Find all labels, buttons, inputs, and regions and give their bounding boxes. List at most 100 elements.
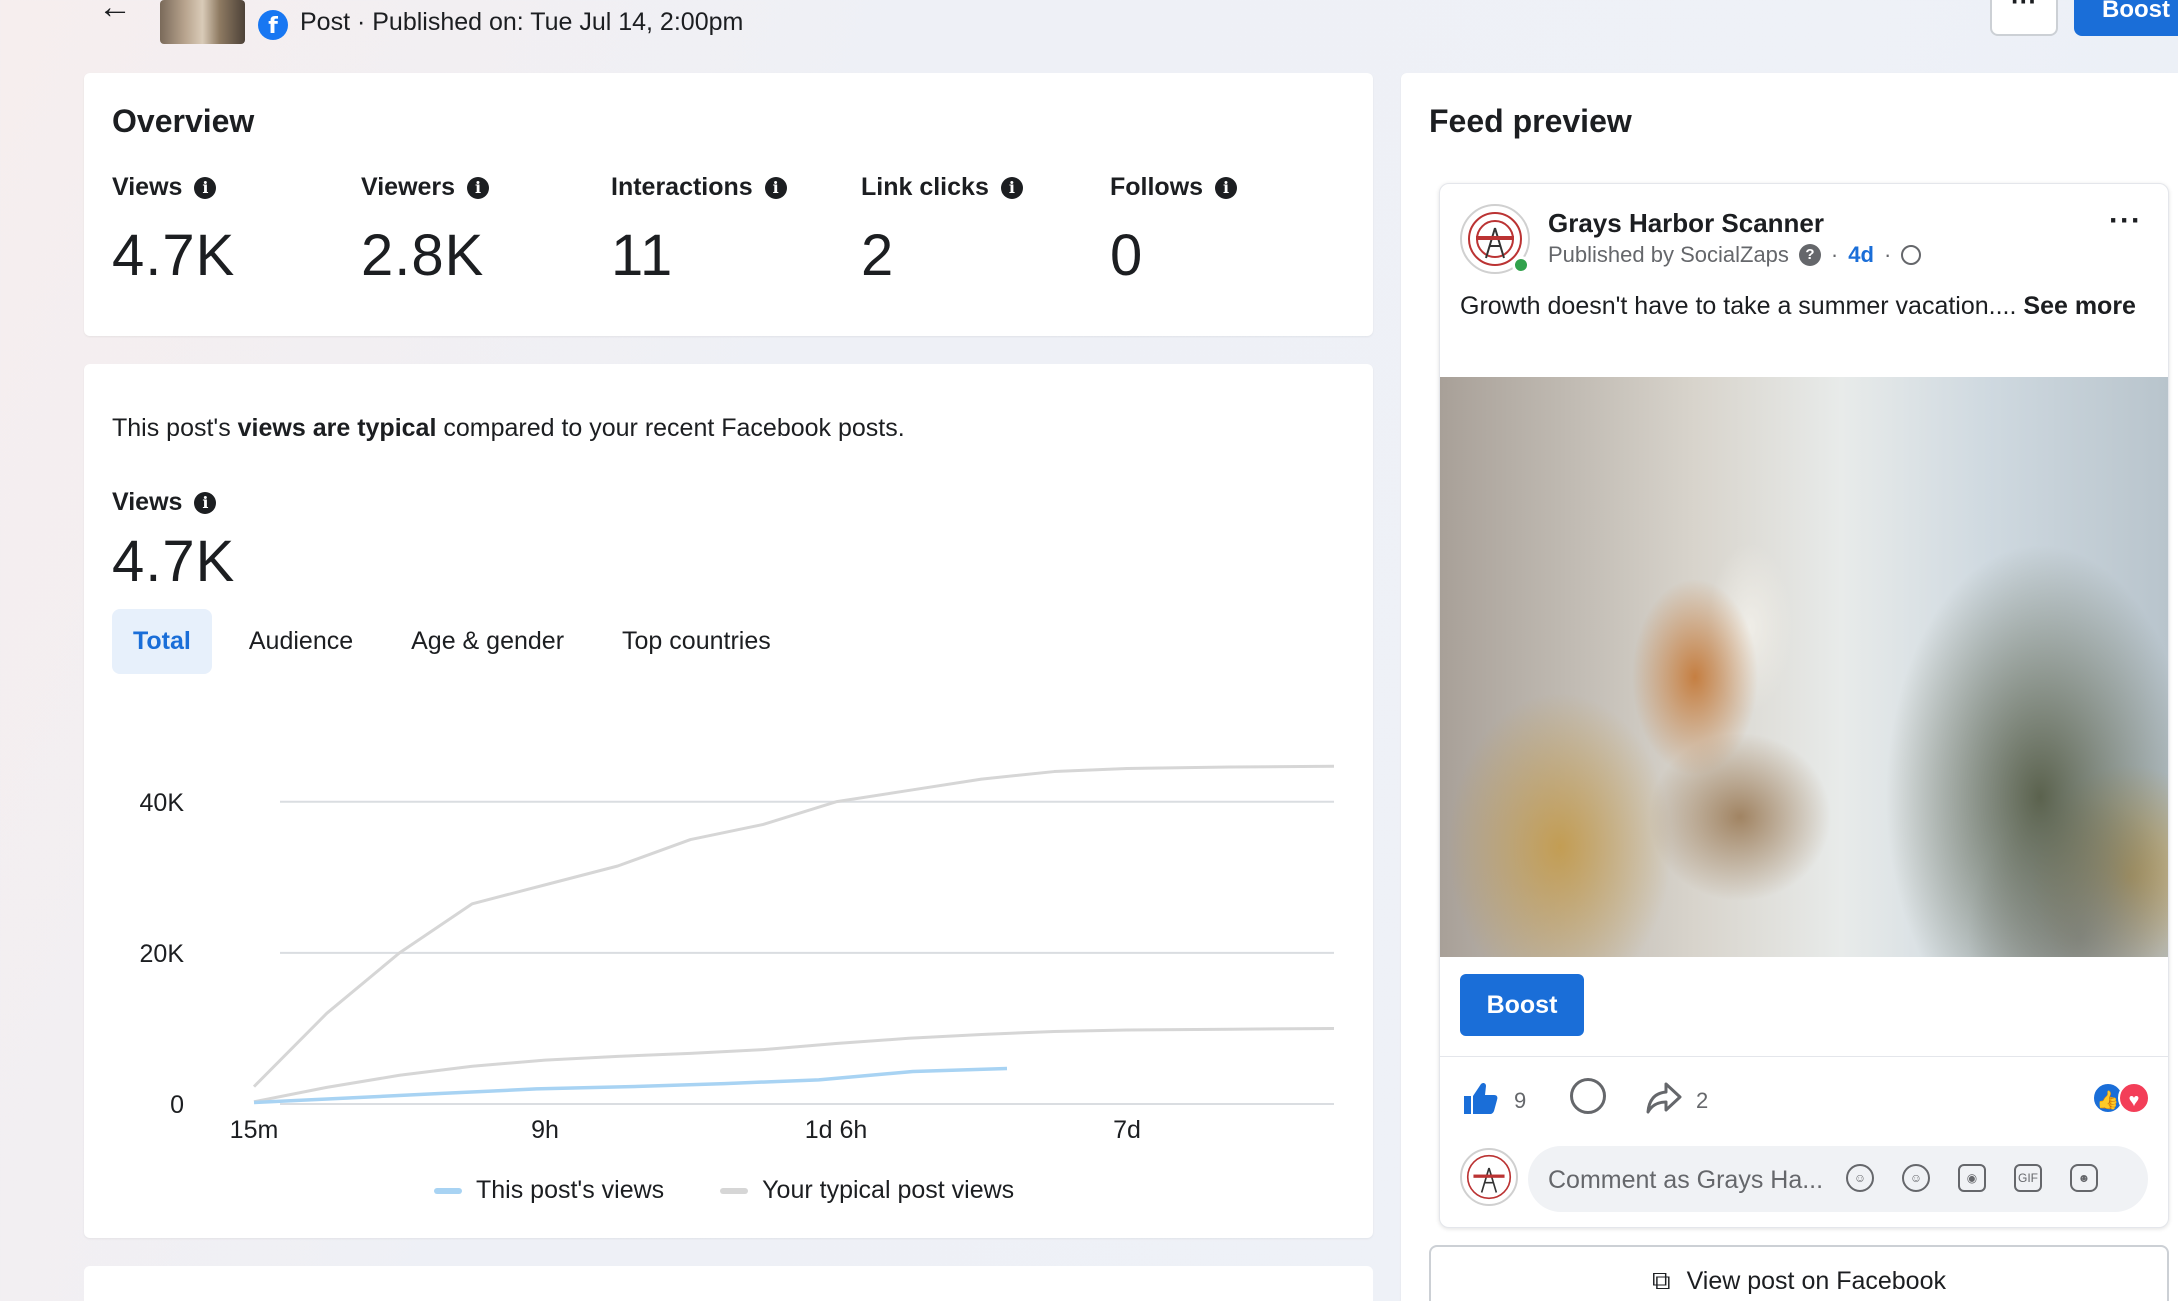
legend-typical[interactable]: Your typical post views bbox=[720, 1176, 1014, 1205]
info-icon[interactable]: i bbox=[1215, 176, 1238, 199]
typical-views-upper-line bbox=[252, 764, 1335, 1088]
legend-swatch bbox=[434, 1187, 462, 1194]
share-count: 2 bbox=[1696, 1088, 1709, 1113]
feed-preview-card: Feed preview Grays Harbor Scanner Publis… bbox=[1401, 73, 2178, 1301]
views-card: This post's views are typical compared t… bbox=[84, 364, 1373, 1238]
sticker-icon[interactable]: ☻ bbox=[2070, 1164, 2098, 1192]
avatar-sticker-icon[interactable]: ☺ bbox=[1846, 1164, 1874, 1192]
info-icon[interactable]: i bbox=[764, 176, 787, 199]
metric-label: Link clicks bbox=[861, 173, 989, 201]
gif-icon[interactable]: GIF bbox=[2014, 1164, 2042, 1192]
legend-this-post[interactable]: This post's views bbox=[434, 1176, 664, 1205]
published-by-text: Published by SocialZaps bbox=[1548, 242, 1789, 267]
metric-follows: Follows i 0 bbox=[1110, 173, 1238, 289]
published-by-line: Published by SocialZaps ? · 4d · bbox=[1548, 242, 1922, 268]
post-published-meta: Post · Published on: Tue Jul 14, 2:00pm bbox=[300, 8, 744, 36]
y-tick-label: 0 bbox=[170, 1091, 184, 1119]
comment-icon[interactable] bbox=[1570, 1078, 1606, 1114]
separator-dot: · bbox=[1883, 242, 1892, 267]
x-tick-label: 15m bbox=[230, 1116, 279, 1144]
tab-total[interactable]: Total bbox=[112, 609, 212, 674]
page-name[interactable]: Grays Harbor Scanner bbox=[1548, 208, 1825, 238]
emoji-icon[interactable]: ☺ bbox=[1902, 1164, 1930, 1192]
more-options-button[interactable]: ··· bbox=[1990, 0, 2058, 36]
post-image[interactable] bbox=[1440, 377, 2168, 957]
info-icon[interactable]: i bbox=[1000, 176, 1023, 199]
post-thumbnail bbox=[160, 0, 245, 44]
like-count: 9 bbox=[1514, 1088, 1527, 1113]
info-icon[interactable]: i bbox=[194, 491, 217, 514]
comment-input[interactable]: Comment as Grays Ha... ☺ ☺ ◉ GIF ☻ bbox=[1528, 1146, 2148, 1212]
tab-top-countries[interactable]: Top countries bbox=[622, 627, 771, 655]
legend-label: Your typical post views bbox=[762, 1176, 1015, 1204]
x-tick-label: 9h bbox=[531, 1116, 559, 1144]
views-tabs: Total Audience Age & gender Top countrie… bbox=[112, 609, 808, 674]
metric-value: 11 bbox=[611, 223, 674, 288]
views-sentence-prefix: This post's bbox=[112, 414, 238, 442]
post-text: Growth doesn't have to take a summer vac… bbox=[1460, 288, 2150, 324]
post-age[interactable]: 4d bbox=[1848, 242, 1874, 267]
views-sentence-suffix: compared to your recent Facebook posts. bbox=[436, 414, 905, 442]
chart-legend: This post's views Your typical post view… bbox=[434, 1176, 1014, 1205]
metric-label: Viewers bbox=[361, 173, 456, 201]
comment-row: Comment as Grays Ha... ☺ ☺ ◉ GIF ☻ bbox=[1460, 1146, 2150, 1212]
like-icon[interactable] bbox=[1460, 1078, 1500, 1118]
metric-value: 2 bbox=[861, 223, 895, 288]
views-comparison-text: This post's views are typical compared t… bbox=[112, 414, 905, 443]
legend-swatch bbox=[720, 1187, 749, 1194]
boost-button-header[interactable]: Boost bbox=[2074, 0, 2178, 36]
info-icon[interactable]: i bbox=[194, 176, 217, 199]
radio-tower-icon bbox=[1466, 1154, 1512, 1200]
metric-views: Views i 4.7K bbox=[112, 173, 235, 289]
y-tick-label: 40K bbox=[140, 789, 185, 817]
facebook-icon: f bbox=[258, 10, 288, 40]
divider bbox=[1440, 1056, 2168, 1057]
this-post-views-line bbox=[253, 1066, 1008, 1105]
views-line-chart: 0 20K 40K 15m 9h 1d 6h 7d bbox=[140, 764, 1335, 1144]
metric-interactions: Interactions i 11 bbox=[611, 173, 787, 289]
view-post-label: View post on Facebook bbox=[1686, 1266, 1946, 1295]
facebook-post-preview: Grays Harbor Scanner Published by Social… bbox=[1439, 183, 2169, 1228]
metric-viewers: Viewers i 2.8K bbox=[361, 173, 490, 289]
overview-card: Overview Views i 4.7K Viewers i 2.8K Inter… bbox=[84, 73, 1373, 336]
next-card bbox=[84, 1266, 1373, 1301]
y-tick-label: 20K bbox=[140, 940, 185, 968]
tab-audience[interactable]: Audience bbox=[248, 627, 354, 655]
reaction-love-icon[interactable]: ♥ bbox=[2118, 1082, 2150, 1114]
back-arrow-icon[interactable]: ← bbox=[98, 0, 132, 26]
tab-age-gender[interactable]: Age & gender bbox=[411, 627, 565, 655]
top-bar: ← f Post · Published on: Tue Jul 14, 2:0… bbox=[0, 0, 2178, 60]
radio-tower-icon bbox=[1468, 212, 1522, 266]
metric-link-clicks: Link clicks i 2 bbox=[861, 173, 1023, 289]
camera-icon[interactable]: ◉ bbox=[1958, 1164, 1986, 1192]
feed-preview-title: Feed preview bbox=[1429, 103, 1632, 139]
info-icon[interactable]: i bbox=[467, 176, 490, 199]
external-link-icon: ⧉ bbox=[1651, 1265, 1671, 1295]
metric-label: Follows bbox=[1110, 173, 1204, 201]
x-tick-label: 1d 6h bbox=[805, 1116, 868, 1144]
metric-label: Views bbox=[112, 173, 183, 201]
typical-views-line bbox=[253, 1026, 1335, 1104]
overview-title: Overview bbox=[112, 103, 255, 139]
post-menu-icon[interactable]: ··· bbox=[2109, 204, 2142, 237]
see-more-link[interactable]: See more bbox=[2023, 292, 2136, 320]
views-value: 4.7K bbox=[112, 529, 236, 594]
metric-value: 4.7K bbox=[112, 223, 236, 288]
comment-placeholder: Comment as Grays Ha... bbox=[1548, 1166, 1824, 1194]
share-icon[interactable] bbox=[1644, 1078, 1684, 1118]
metric-value: 2.8K bbox=[361, 223, 485, 288]
legend-label: This post's views bbox=[476, 1176, 665, 1204]
globe-icon bbox=[1901, 245, 1922, 265]
views-sentence-bold: views are typical bbox=[237, 414, 437, 442]
view-post-on-facebook-button[interactable]: ⧉ View post on Facebook bbox=[1429, 1245, 2169, 1301]
reaction-like-icon[interactable]: 👍 bbox=[2092, 1082, 2124, 1114]
question-icon[interactable]: ? bbox=[1798, 244, 1821, 266]
commenter-avatar[interactable] bbox=[1460, 1148, 1518, 1206]
reaction-row: 9 2 👍 ♥ bbox=[1460, 1074, 2150, 1124]
x-tick-label: 7d bbox=[1113, 1116, 1141, 1144]
metric-value: 0 bbox=[1110, 223, 1144, 288]
metric-label: Interactions bbox=[611, 173, 753, 201]
separator-dot: · bbox=[1830, 242, 1839, 267]
boost-button-post[interactable]: Boost bbox=[1460, 974, 1584, 1036]
post-text-body: Growth doesn't have to take a summer vac… bbox=[1460, 292, 2024, 320]
